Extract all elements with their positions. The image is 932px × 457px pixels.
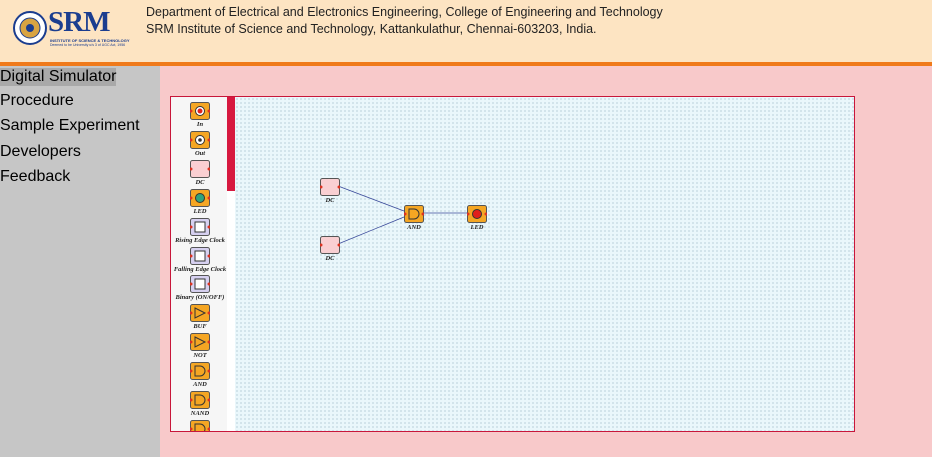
menu-item[interactable]: Procedure	[0, 92, 74, 109]
palette-label pl: Binary (ON/OFF)	[175, 294, 225, 302]
component-label: LED	[470, 224, 484, 231]
menu-item[interactable]: Digital Simulator	[0, 68, 117, 86]
palette-icon[interactable]	[189, 275, 211, 294]
component-label: DC	[325, 255, 335, 262]
menu-item[interactable]: Developers	[0, 143, 81, 160]
component-label: DC	[325, 197, 335, 204]
header-line: SRM Institute of Science and Technology,…	[146, 22, 597, 36]
palette-icon[interactable]	[189, 217, 211, 236]
palette-icon[interactable]	[189, 102, 211, 120]
header-line: Department of Electrical and Electronics…	[146, 5, 663, 19]
wires	[337, 185, 467, 245]
menu-item[interactable]: Feedback	[0, 168, 71, 185]
header: SRM INSTITUTE OF SCIENCE & TECHNOLOGY De…	[0, 0, 932, 66]
scrollbar[interactable]	[227, 97, 235, 191]
palette-label pl: LED	[193, 207, 207, 215]
menu-item[interactable]: Sample Experiment	[0, 117, 140, 134]
simulator: In Out DC LED Rising Edge Clock Falling Edge …	[170, 96, 855, 432]
palette-icon[interactable]	[189, 159, 211, 178]
palette-icon[interactable]	[189, 130, 211, 149]
logo-sub: INSTITUTE OF SCIENCE & TECHNOLOGY	[50, 38, 130, 43]
palette-label pl: Out	[194, 149, 206, 157]
palette-label pl: BUF	[193, 323, 207, 331]
sidebar: Digital Simulator Procedure Sample Experim…	[0, 66, 160, 457]
palette-label pl: AND	[193, 381, 207, 389]
component[interactable]	[466, 205, 488, 223]
palette-icon[interactable]	[189, 333, 211, 352]
component[interactable]	[319, 236, 341, 254]
logo-emblem	[13, 11, 47, 45]
component-label: AND	[407, 224, 421, 231]
palette: In Out DC LED Rising Edge Clock Falling Edge …	[171, 97, 227, 431]
palette-label pl: NAND	[190, 410, 210, 417]
palette-icon[interactable]	[189, 362, 211, 381]
component[interactable]	[403, 205, 425, 223]
palette-icon[interactable]	[189, 420, 211, 431]
palette-icon[interactable]	[189, 304, 211, 323]
palette-label pl: In	[196, 121, 204, 128]
palette-icon[interactable]	[189, 391, 211, 409]
component[interactable]	[319, 178, 341, 196]
palette-label pl: Falling Edge Clock	[173, 265, 227, 273]
palette-label pl: Rising Edge Clock	[175, 236, 225, 244]
palette-label pl: NOT	[193, 352, 207, 360]
palette-icon[interactable]	[189, 188, 211, 207]
logo-text: SRM	[48, 6, 110, 38]
canvas[interactable]: DC DC AND LED	[235, 97, 854, 431]
palette-label pl: DC	[195, 178, 205, 186]
logo-tag: Deemed to be University u/s 3 of UGC Act…	[50, 43, 126, 47]
palette-icon[interactable]	[189, 246, 211, 265]
